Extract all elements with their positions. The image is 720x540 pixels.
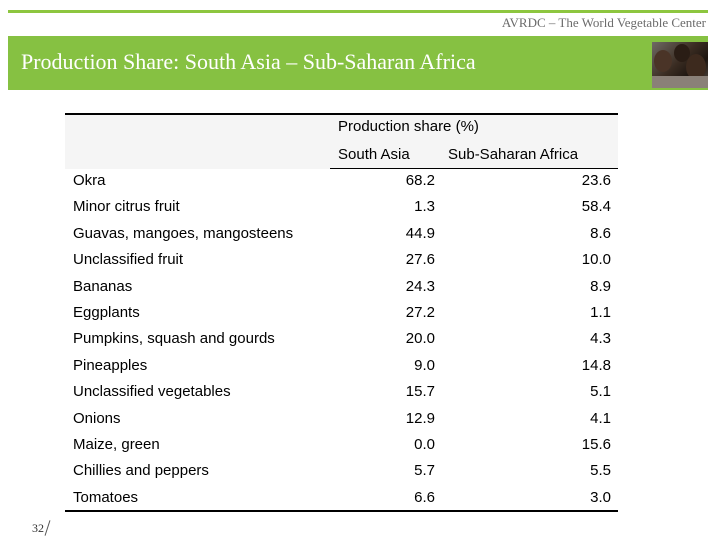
title-bar: Production Share: South Asia – Sub-Sahar… — [8, 36, 708, 90]
south-asia-value: 1.3 — [414, 198, 435, 216]
table-header — [65, 113, 618, 169]
row-label: Guavas, mangoes, mangosteens — [73, 224, 294, 242]
table-body: Okra 68.2 23.6 Minor citrus fruit 1.3 58… — [65, 169, 618, 512]
table-row: Okra 68.2 23.6 — [65, 169, 618, 195]
children-photo — [652, 42, 708, 88]
table-top-rule — [65, 113, 618, 115]
south-asia-value: 20.0 — [405, 330, 435, 348]
row-label: Bananas — [73, 277, 133, 295]
south-asia-value: 9.0 — [414, 356, 435, 374]
row-label: Eggplants — [73, 303, 140, 321]
table-row: Pumpkins, squash and gourds 20.0 4.3 — [65, 327, 618, 353]
ssa-value: 10.0 — [581, 251, 611, 269]
ssa-value: 14.8 — [581, 356, 611, 374]
south-asia-value: 27.2 — [405, 303, 435, 321]
row-label: Unclassified vegetables — [73, 383, 231, 401]
south-asia-value: 27.6 — [405, 251, 435, 269]
column-header-south-asia: South Asia — [338, 146, 410, 163]
row-label: Pumpkins, squash and gourds — [73, 330, 275, 348]
table-row: Eggplants 27.2 1.1 — [65, 301, 618, 327]
ssa-value: 4.3 — [590, 330, 611, 348]
table-row: Guavas, mangoes, mangosteens 44.9 8.6 — [65, 222, 618, 248]
row-label: Unclassified fruit — [73, 251, 184, 269]
ssa-value: 5.5 — [590, 462, 611, 480]
clothing — [652, 76, 708, 88]
child-face — [686, 54, 706, 80]
child-face — [654, 50, 672, 72]
ssa-value: 8.6 — [590, 224, 611, 242]
row-label: Onions — [73, 409, 121, 427]
ssa-value: 23.6 — [581, 172, 611, 189]
slide-title: Production Share: South Asia – Sub-Sahar… — [21, 49, 476, 74]
south-asia-value: 68.2 — [405, 172, 435, 189]
ssa-value: 1.1 — [590, 303, 611, 321]
table-row: Pineapples 9.0 14.8 — [65, 354, 618, 380]
row-label: Minor citrus fruit — [73, 198, 180, 216]
table-row: Minor citrus fruit 1.3 58.4 — [65, 195, 618, 221]
ssa-value: 3.0 — [590, 488, 611, 506]
ssa-value: 8.9 — [590, 277, 611, 295]
table-row: Unclassified vegetables 15.7 5.1 — [65, 380, 618, 406]
page-slash — [44, 520, 51, 536]
south-asia-value: 12.9 — [405, 409, 435, 427]
table-bottom-rule — [65, 510, 618, 512]
row-label: Okra — [73, 172, 106, 189]
org-name: AVRDC – The World Vegetable Center — [501, 15, 706, 30]
ssa-value: 15.6 — [581, 435, 611, 453]
row-label: Chillies and peppers — [73, 462, 209, 480]
south-asia-value: 5.7 — [414, 462, 435, 480]
ssa-value: 58.4 — [581, 198, 611, 216]
south-asia-value: 15.7 — [405, 383, 435, 401]
south-asia-value: 44.9 — [405, 224, 435, 242]
ssa-value: 4.1 — [590, 409, 611, 427]
top-rule — [8, 10, 708, 13]
row-label: Maize, green — [73, 435, 160, 453]
table-row: Chillies and peppers 5.7 5.5 — [65, 459, 618, 485]
table-row: Maize, green 0.0 15.6 — [65, 433, 618, 459]
row-label: Pineapples — [73, 356, 148, 374]
table-row: Tomatoes 6.6 3.0 — [65, 486, 618, 512]
table-row: Bananas 24.3 8.9 — [65, 275, 618, 301]
column-header-sub-saharan-africa: Sub-Saharan Africa — [448, 146, 579, 163]
ssa-value: 5.1 — [590, 383, 611, 401]
page-number: 32 — [32, 521, 44, 535]
south-asia-value: 6.6 — [414, 488, 435, 506]
row-label: Tomatoes — [73, 488, 139, 506]
group-header: Production share (%) — [338, 118, 479, 135]
south-asia-value: 0.0 — [414, 435, 435, 453]
production-share-table: Production share (%) South Asia Sub-Saha… — [65, 113, 618, 512]
table-row: Onions 12.9 4.1 — [65, 407, 618, 433]
header-rule — [330, 168, 618, 169]
child-face — [674, 44, 690, 62]
table-row: Unclassified fruit 27.6 10.0 — [65, 248, 618, 274]
south-asia-value: 24.3 — [405, 277, 435, 295]
